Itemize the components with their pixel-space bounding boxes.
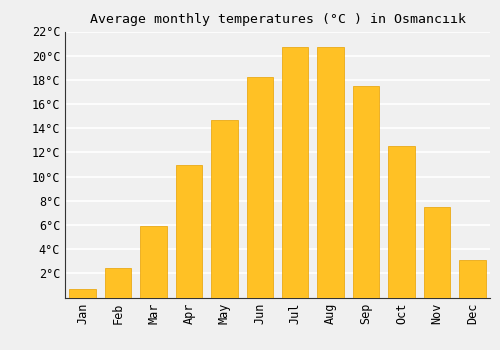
Bar bbox=[424, 207, 450, 298]
Bar bbox=[70, 289, 96, 298]
Bar bbox=[459, 260, 485, 298]
Bar bbox=[318, 47, 344, 298]
Title: Average monthly temperatures (°C ) in Osmancıık: Average monthly temperatures (°C ) in Os… bbox=[90, 13, 466, 26]
Bar bbox=[140, 226, 167, 298]
Bar bbox=[282, 47, 308, 298]
Bar bbox=[105, 268, 132, 298]
Bar bbox=[246, 77, 273, 298]
Bar bbox=[353, 86, 380, 298]
Bar bbox=[211, 120, 238, 298]
Bar bbox=[176, 164, 202, 298]
Bar bbox=[388, 146, 414, 298]
